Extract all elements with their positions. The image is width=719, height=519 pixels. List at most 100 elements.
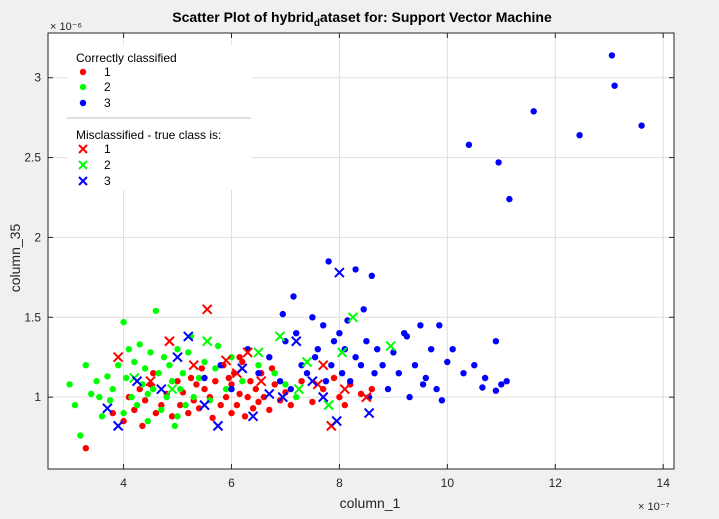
x-tick-label: 14 (657, 476, 671, 490)
point-class-2 (150, 385, 157, 393)
point-class-2 (104, 373, 111, 380)
point-class-1 (168, 413, 176, 420)
x-tick-label: 8 (336, 476, 343, 490)
misclassified-point-class-2 (274, 331, 286, 342)
point-class-1 (249, 405, 257, 412)
point-class-2 (214, 342, 222, 350)
point-class-3 (379, 362, 386, 369)
point-class-3 (428, 346, 435, 353)
misclassified-point-class-3 (264, 388, 275, 400)
point-class-2 (182, 401, 189, 409)
point-class-2 (144, 417, 151, 425)
point-class-2 (96, 393, 103, 401)
point-class-2 (177, 385, 184, 393)
point-class-1 (225, 374, 232, 382)
chart-title: Scatter Plot of hybriddataset for: Suppo… (172, 9, 552, 29)
point-class-1 (177, 401, 184, 409)
misclassified-point-class-3 (291, 336, 302, 347)
misclassified-point-class-3 (318, 391, 329, 403)
point-class-2 (88, 390, 95, 398)
misclassified-point-class-3 (237, 363, 248, 374)
point-class-2 (120, 318, 127, 326)
point-class-2 (271, 370, 278, 377)
point-class-3 (436, 322, 443, 329)
point-class-3 (449, 346, 456, 353)
point-class-3 (492, 338, 500, 345)
x-tick-label: 4 (120, 476, 127, 490)
point-class-2 (106, 397, 114, 404)
point-class-3 (279, 310, 286, 318)
misclassified-point-class-3 (334, 267, 345, 278)
misclassified-point-class-3 (112, 420, 124, 432)
point-class-3 (638, 122, 645, 129)
point-class-1 (187, 374, 195, 382)
point-class-3 (406, 393, 413, 401)
point-class-3 (530, 108, 537, 115)
point-class-1 (236, 354, 243, 361)
point-class-2 (160, 354, 168, 361)
point-class-1 (158, 401, 165, 409)
point-class-2 (293, 393, 300, 401)
point-class-2 (109, 385, 117, 393)
point-class-3 (479, 384, 486, 391)
point-class-2 (136, 341, 143, 348)
point-class-2 (115, 362, 122, 369)
misclassified-point-class-3 (102, 403, 113, 414)
point-class-1 (336, 393, 343, 401)
legend: Correctly classified 1 2 3 Misclassified… (67, 45, 251, 190)
point-class-3 (352, 266, 359, 273)
point-class-1 (131, 406, 138, 414)
misclassified-point-class-2 (293, 383, 305, 395)
point-class-3 (360, 306, 367, 313)
point-class-2 (155, 370, 162, 377)
point-class-2 (201, 358, 208, 366)
point-class-3 (576, 132, 583, 139)
misclassified-point-class-1 (318, 359, 329, 371)
point-class-3 (322, 378, 330, 385)
point-class-3 (384, 385, 392, 393)
grid-lines (48, 33, 674, 469)
legend-cross-3 (78, 176, 88, 186)
misclassified-point-class-2 (201, 336, 213, 347)
point-class-2 (77, 432, 84, 439)
misclassified-point-class-1 (255, 375, 267, 387)
data-points (66, 52, 645, 452)
misclassified-point-class-1 (164, 336, 175, 347)
misclassified-point-class-1 (361, 391, 372, 403)
misclassified-point-class-1 (201, 304, 213, 315)
point-class-3 (201, 374, 208, 382)
point-class-3 (293, 330, 300, 337)
point-class-1 (268, 365, 276, 372)
legend-dot-1 (79, 68, 87, 76)
misclassified-point-class-1 (312, 379, 324, 390)
legend-dot-2 (79, 83, 87, 91)
point-class-1 (255, 398, 262, 406)
point-class-2 (174, 413, 181, 420)
point-class-1 (150, 370, 157, 377)
point-class-3 (395, 370, 402, 377)
misclassified-point-class-3 (156, 383, 167, 395)
point-class-3 (481, 374, 489, 382)
point-class-1 (228, 381, 235, 388)
point-class-3 (374, 346, 381, 353)
point-class-3 (287, 385, 294, 393)
point-class-3 (460, 370, 467, 377)
point-class-2 (222, 385, 230, 393)
point-class-3 (311, 354, 319, 361)
point-class-2 (71, 401, 79, 409)
point-class-1 (198, 365, 205, 372)
y-tick-label: 2.5 (24, 151, 41, 165)
point-class-2 (141, 365, 149, 372)
point-class-1 (212, 378, 219, 385)
point-class-3 (352, 354, 359, 361)
point-class-3 (422, 374, 429, 382)
point-class-3 (336, 330, 343, 337)
point-class-1 (252, 385, 259, 393)
x-tick-label: 10 (441, 476, 455, 490)
misclassified-point-class-2 (166, 383, 178, 395)
point-class-2 (168, 378, 176, 385)
legend-correct-title: Correctly classified (76, 51, 177, 65)
point-class-3 (357, 362, 365, 369)
point-class-3 (390, 349, 397, 356)
